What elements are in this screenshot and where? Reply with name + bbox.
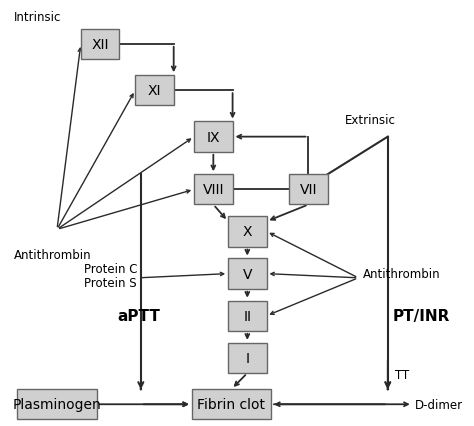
Text: VIII: VIII bbox=[202, 183, 224, 197]
Text: Plasminogen: Plasminogen bbox=[13, 397, 101, 411]
Text: Fibrin clot: Fibrin clot bbox=[198, 397, 265, 411]
Text: II: II bbox=[243, 309, 251, 323]
Text: IX: IX bbox=[207, 130, 220, 144]
Text: TT: TT bbox=[394, 368, 409, 381]
Text: X: X bbox=[243, 225, 252, 239]
Text: Protein C: Protein C bbox=[84, 262, 138, 275]
FancyBboxPatch shape bbox=[289, 175, 328, 205]
FancyBboxPatch shape bbox=[135, 76, 173, 106]
Text: XII: XII bbox=[91, 38, 109, 52]
Text: D-dimer: D-dimer bbox=[415, 398, 463, 411]
Text: V: V bbox=[243, 267, 252, 281]
Text: Protein S: Protein S bbox=[84, 276, 137, 289]
FancyBboxPatch shape bbox=[194, 122, 233, 153]
Text: Antithrombin: Antithrombin bbox=[363, 268, 440, 280]
FancyBboxPatch shape bbox=[228, 259, 266, 289]
FancyBboxPatch shape bbox=[81, 30, 119, 60]
FancyBboxPatch shape bbox=[228, 301, 266, 331]
FancyBboxPatch shape bbox=[192, 389, 271, 420]
Text: Extrinsic: Extrinsic bbox=[345, 114, 396, 127]
Text: Antithrombin: Antithrombin bbox=[14, 248, 91, 262]
FancyBboxPatch shape bbox=[194, 175, 233, 205]
FancyBboxPatch shape bbox=[228, 343, 266, 373]
Text: PT/INR: PT/INR bbox=[392, 308, 450, 323]
Text: VII: VII bbox=[300, 183, 317, 197]
Text: Intrinsic: Intrinsic bbox=[14, 11, 61, 24]
Text: I: I bbox=[246, 351, 249, 365]
FancyBboxPatch shape bbox=[228, 217, 266, 247]
FancyBboxPatch shape bbox=[18, 389, 97, 420]
Text: XI: XI bbox=[148, 84, 161, 98]
Text: aPTT: aPTT bbox=[117, 308, 160, 323]
